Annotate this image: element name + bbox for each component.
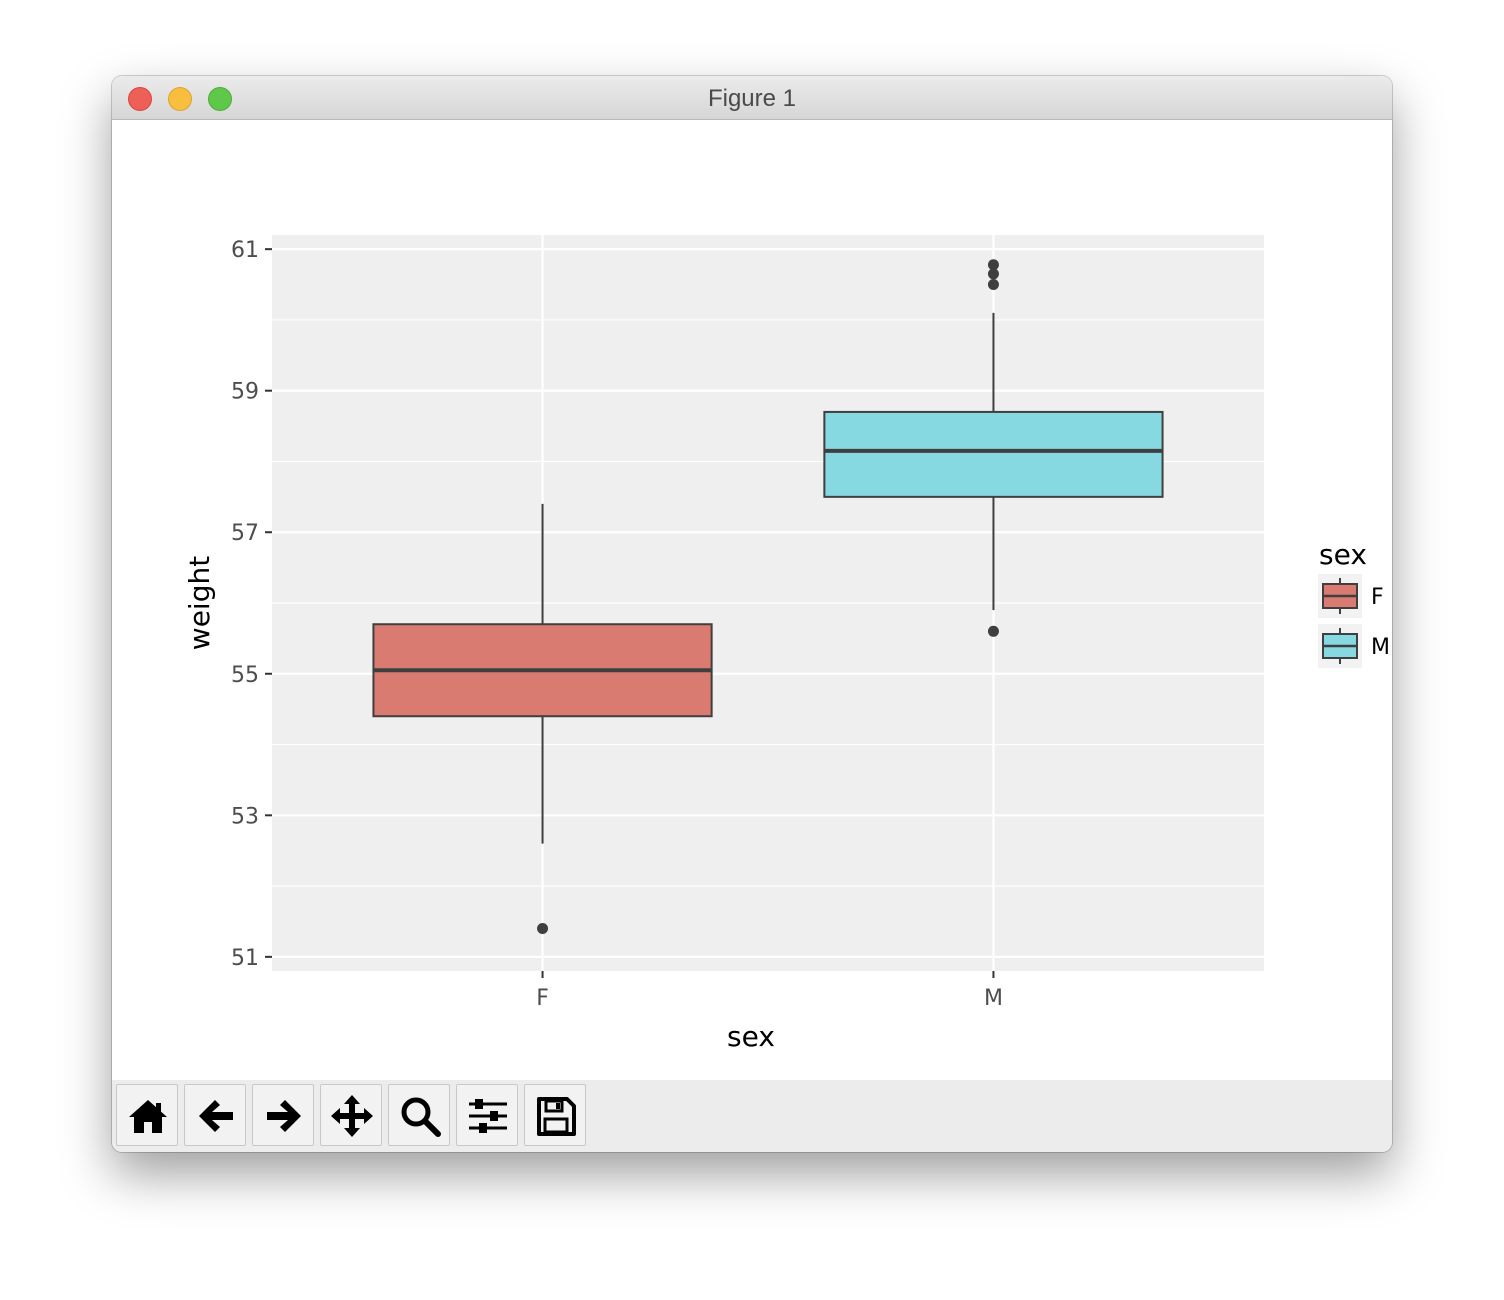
x-tick-label: F [536, 986, 549, 1011]
box-series [372, 259, 1164, 935]
axes: 51 53 55 57 59 61 F M [231, 238, 1003, 1011]
x-tick-label: M [984, 986, 1003, 1011]
outlier-point [987, 625, 999, 637]
home-icon [129, 1100, 167, 1133]
minimize-window-button[interactable] [168, 87, 192, 111]
outlier-point [987, 268, 999, 280]
outlier-point [987, 279, 999, 291]
configure-subplots-button[interactable] [456, 1084, 518, 1146]
close-window-button[interactable] [128, 87, 152, 111]
save-button[interactable] [524, 1084, 586, 1146]
zoom-button[interactable] [388, 1084, 450, 1146]
y-axis-label: weight [183, 556, 216, 650]
back-button[interactable] [184, 1084, 246, 1146]
forward-button[interactable] [252, 1084, 314, 1146]
arrow-right-icon [267, 1100, 301, 1132]
legend-entry-F: F [1318, 574, 1384, 618]
legend-label: F [1371, 585, 1384, 610]
box-M [823, 259, 1164, 637]
sliders-icon [469, 1099, 507, 1133]
arrow-left-icon [199, 1100, 233, 1132]
floppy-disk-icon [537, 1097, 576, 1136]
y-tick-label: 61 [231, 238, 259, 263]
y-tick-label: 59 [231, 380, 259, 405]
legend-title: sex [1319, 538, 1367, 571]
legend-label: M [1371, 635, 1390, 660]
x-axis-label: sex [727, 1020, 775, 1053]
pan-button[interactable] [320, 1084, 382, 1146]
iqr-box [823, 410, 1164, 498]
figure-window: Figure 1 51 53 55 57 59 61 F M sex weight sex F… [112, 76, 1392, 1152]
outlier-point [987, 259, 999, 271]
navigation-toolbar [112, 1080, 1392, 1152]
y-tick-label: 53 [231, 804, 259, 829]
legend: sex FM [1318, 538, 1390, 668]
maximize-window-button[interactable] [208, 87, 232, 111]
legend-entry-M: M [1318, 624, 1390, 668]
move-icon [331, 1095, 373, 1137]
y-tick-label: 55 [231, 663, 259, 688]
home-button[interactable] [116, 1084, 178, 1146]
box-F [372, 503, 713, 935]
title-bar[interactable]: Figure 1 [112, 76, 1392, 120]
outlier-point [537, 923, 549, 935]
magnifier-icon [401, 1097, 441, 1137]
y-tick-label: 51 [231, 946, 259, 971]
window-title: Figure 1 [707, 85, 797, 112]
y-tick-label: 57 [231, 521, 259, 546]
